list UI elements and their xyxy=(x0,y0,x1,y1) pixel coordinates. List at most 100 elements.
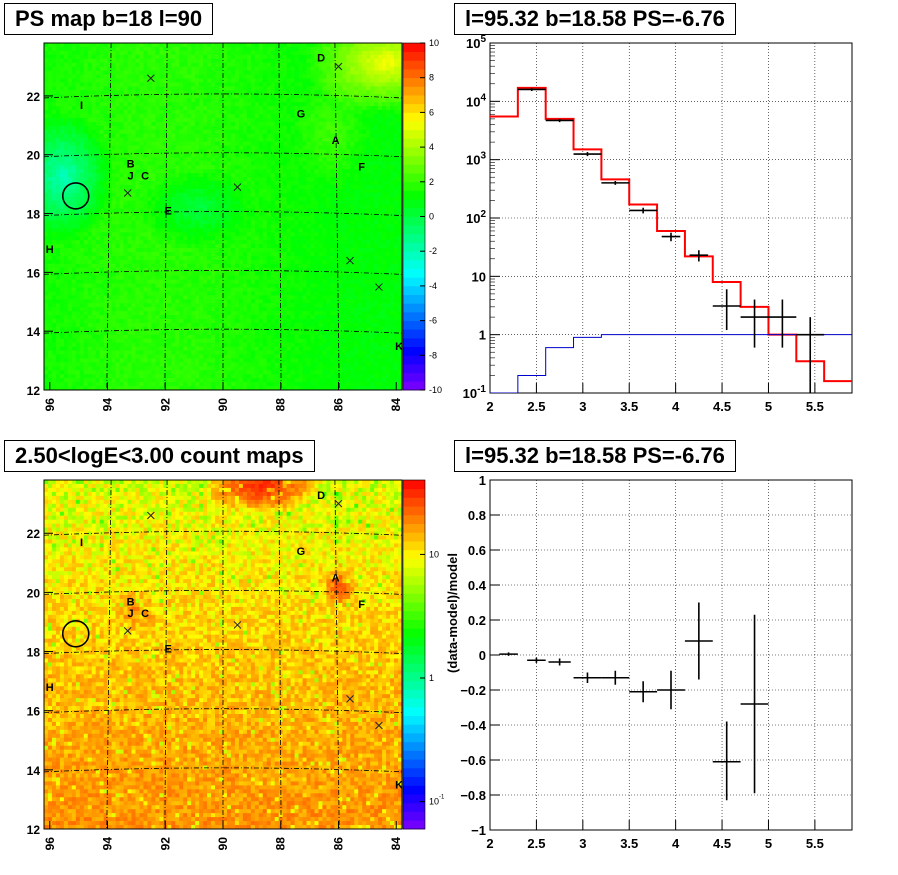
map-pixel xyxy=(171,141,176,146)
map-pixel xyxy=(187,334,192,340)
map-pixel xyxy=(171,236,176,241)
map-pixel xyxy=(95,149,100,154)
map-pixel xyxy=(258,322,264,328)
map-pixel xyxy=(230,248,236,253)
map-pixel xyxy=(167,251,172,257)
map-pixel xyxy=(115,86,120,91)
map-pixel xyxy=(135,98,140,103)
map-pixel xyxy=(83,141,89,146)
map-pixel xyxy=(223,275,228,280)
map-pixel xyxy=(139,255,144,261)
map-pixel xyxy=(55,224,61,229)
map-pixel xyxy=(191,161,196,166)
map-pixel xyxy=(183,212,188,217)
map-pixel xyxy=(167,303,172,308)
map-pixel xyxy=(79,145,85,150)
map-pixel xyxy=(127,236,132,241)
map-pixel xyxy=(211,129,216,134)
map-pixel xyxy=(151,188,156,194)
map-pixel xyxy=(75,58,81,64)
map-pixel xyxy=(103,267,108,272)
map-pixel xyxy=(51,165,57,170)
map-pixel xyxy=(238,113,244,119)
map-pixel xyxy=(207,110,212,115)
map-pixel xyxy=(131,248,136,253)
map-pixel xyxy=(147,94,152,99)
map-pixel xyxy=(223,212,228,217)
map-pixel xyxy=(230,106,236,111)
map-pixel xyxy=(215,267,220,272)
map-pixel xyxy=(63,181,69,186)
map-pixel xyxy=(44,58,49,64)
map-pixel xyxy=(234,173,240,178)
map-pixel xyxy=(258,236,264,241)
map-pixel xyxy=(175,326,180,332)
map-pixel xyxy=(215,374,220,379)
map-pixel xyxy=(167,125,172,131)
map-pixel xyxy=(155,275,160,280)
map-pixel xyxy=(119,236,124,241)
map-pixel xyxy=(183,149,188,154)
map-pixel xyxy=(262,251,268,257)
map-pixel xyxy=(63,98,69,103)
map-pixel xyxy=(242,228,248,233)
map-pixel xyxy=(119,303,124,308)
map-pixel xyxy=(203,102,208,107)
map-pixel xyxy=(71,129,77,134)
map-pixel xyxy=(55,354,61,359)
map-pixel xyxy=(207,165,212,170)
map-pixel xyxy=(67,228,73,233)
map-pixel xyxy=(254,322,260,328)
map-pixel xyxy=(75,303,81,308)
map-pixel xyxy=(238,374,244,379)
map-pixel xyxy=(219,240,224,245)
map-pixel xyxy=(163,378,168,383)
map-pixel xyxy=(242,62,248,67)
map-pixel xyxy=(83,283,89,288)
map-pixel xyxy=(207,78,212,83)
map-pixel xyxy=(59,153,65,158)
map-pixel xyxy=(135,232,140,237)
map-pixel xyxy=(51,78,57,83)
map-pixel xyxy=(79,382,85,387)
map-pixel xyxy=(266,110,272,115)
map-pixel xyxy=(258,275,264,280)
map-pixel xyxy=(246,244,252,249)
map-pixel xyxy=(258,184,264,190)
map-pixel xyxy=(155,358,160,363)
map-pixel xyxy=(151,94,156,99)
map-pixel xyxy=(111,94,116,99)
map-pixel xyxy=(79,319,85,324)
map-pixel xyxy=(223,287,228,292)
map-pixel xyxy=(103,319,108,324)
map-pixel xyxy=(242,283,248,288)
map-pixel xyxy=(203,216,208,221)
map-pixel xyxy=(75,346,81,351)
map-pixel xyxy=(179,117,184,123)
map-pixel xyxy=(179,196,184,202)
map-pixel xyxy=(71,133,77,138)
map-pixel xyxy=(167,319,172,324)
map-pixel xyxy=(99,354,104,359)
map-pixel xyxy=(127,255,132,261)
map-pixel xyxy=(139,224,144,229)
map-pixel xyxy=(79,311,85,316)
map-pixel xyxy=(203,374,208,379)
map-pixel xyxy=(91,82,97,87)
map-pixel xyxy=(230,173,236,178)
map-pixel xyxy=(127,208,132,213)
map-pixel xyxy=(55,62,61,67)
map-pixel xyxy=(151,259,156,265)
map-pixel xyxy=(258,346,264,351)
map-pixel xyxy=(246,149,252,154)
map-pixel xyxy=(215,153,220,158)
map-pixel xyxy=(207,169,212,174)
map-pixel xyxy=(183,110,188,115)
map-pixel xyxy=(63,311,69,316)
map-pixel xyxy=(183,102,188,107)
map-pixel xyxy=(151,319,156,324)
map-pixel xyxy=(147,236,152,241)
map-pixel xyxy=(127,177,132,182)
map-pixel xyxy=(266,271,272,276)
map-pixel xyxy=(75,70,81,75)
